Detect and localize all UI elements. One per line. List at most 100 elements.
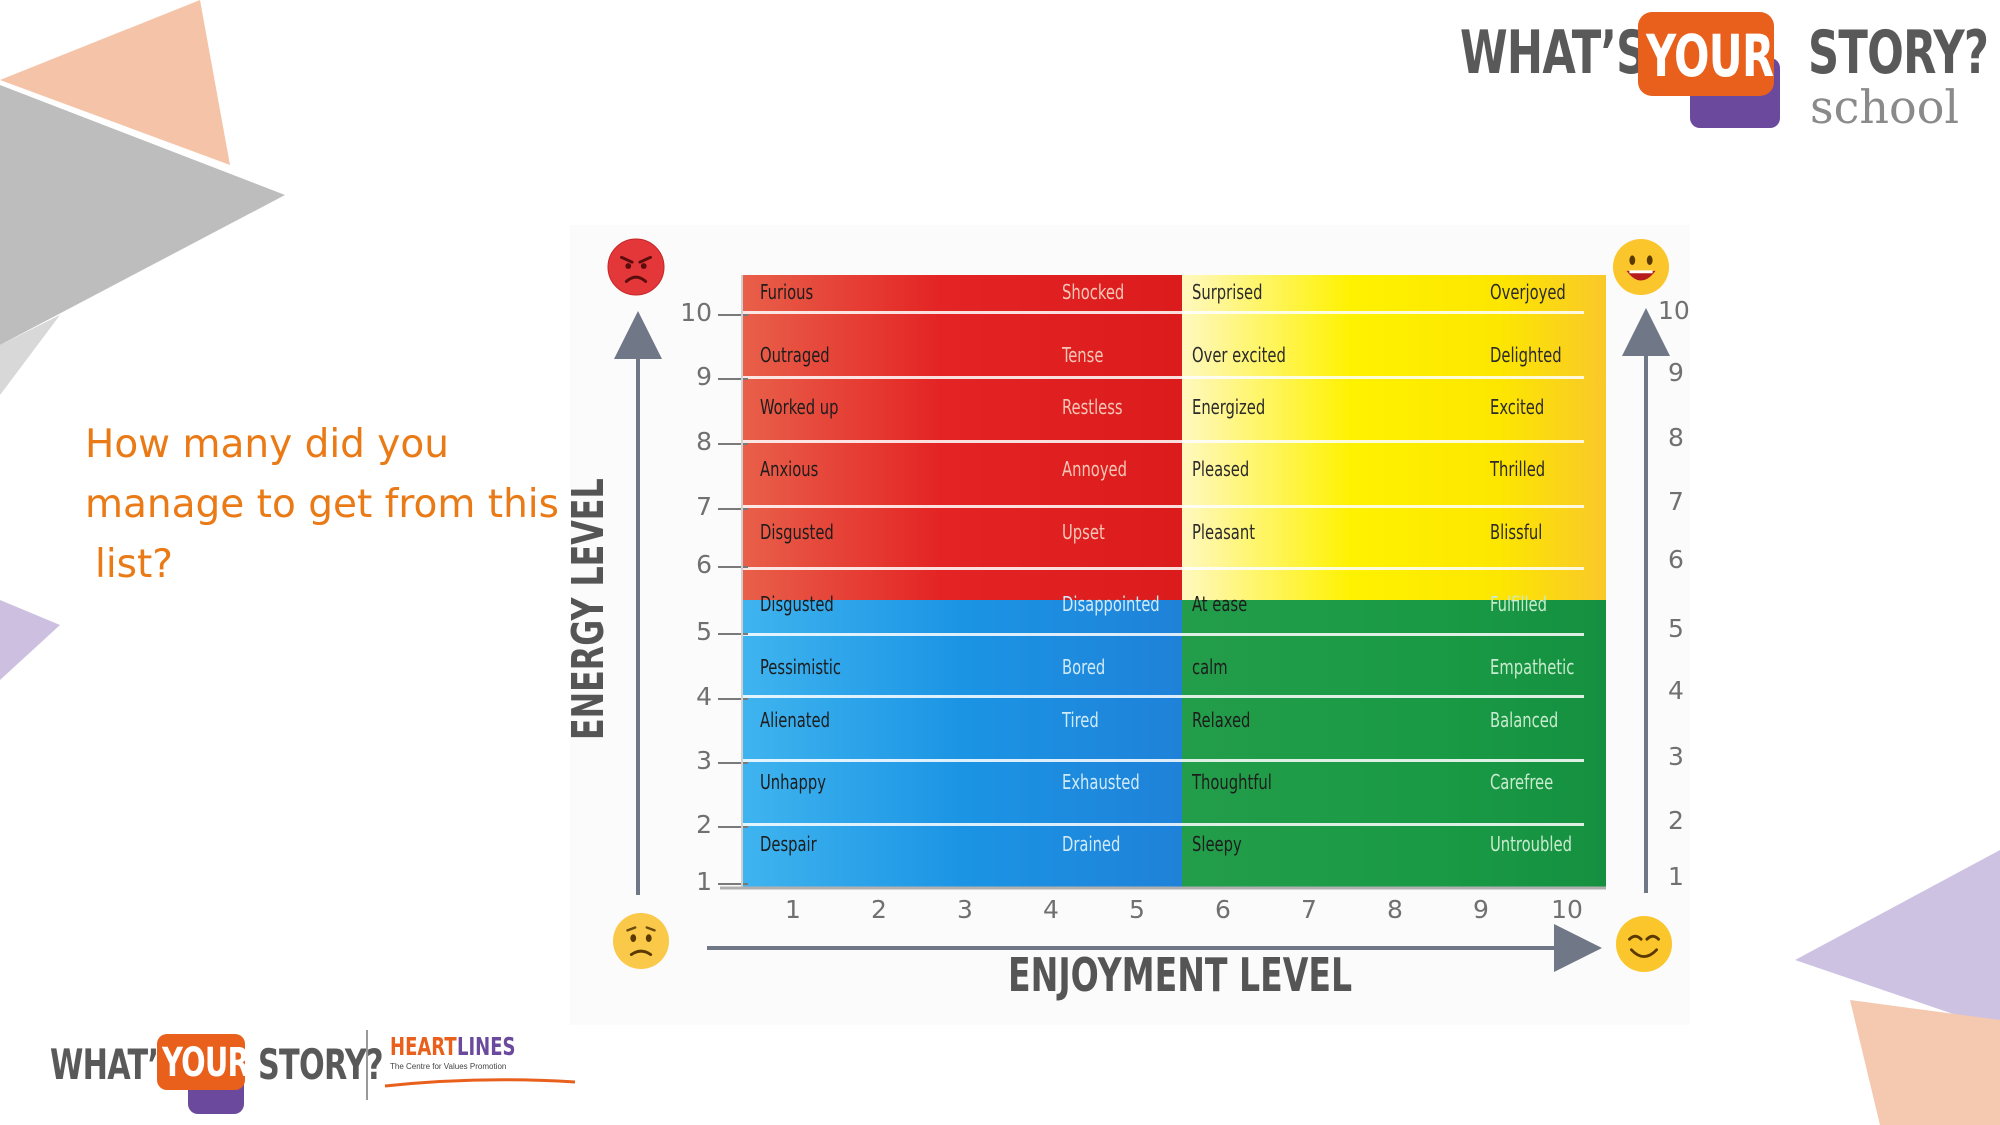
question-line-2: manage to get from this xyxy=(85,482,559,527)
quadrant-high-energy-high-enjoyment xyxy=(1182,275,1606,600)
emotion-label: Disgusted xyxy=(760,520,834,544)
emotion-label: Unhappy xyxy=(760,770,827,794)
emotion-label: Untroubled xyxy=(1490,832,1572,856)
question-line-1: How many did you xyxy=(85,422,449,467)
emotion-label: Sleepy xyxy=(1192,832,1242,856)
y-tick-label-left: 8 xyxy=(696,427,712,456)
emotion-label: Shocked xyxy=(1062,280,1125,304)
emotion-label: Blissful xyxy=(1490,520,1543,544)
y-tick-label-right: 5 xyxy=(1668,614,1684,643)
gridline xyxy=(742,311,1584,314)
emotion-label: Fulfilled xyxy=(1490,592,1548,616)
logo-bottom-word-story: STORY? xyxy=(258,1040,384,1089)
emotion-label: Upset xyxy=(1062,520,1105,544)
gridline xyxy=(742,759,1584,762)
y-tick-label-left: 7 xyxy=(696,492,712,521)
y-tick-label-left: 10 xyxy=(680,298,712,327)
emotion-label: Disappointed xyxy=(1062,592,1160,616)
gridline xyxy=(742,633,1584,636)
y-tick-mark xyxy=(718,633,748,635)
peach-triangle-top xyxy=(0,0,230,165)
x-tick-label: 8 xyxy=(1387,895,1403,924)
heartlines-word-heart: HEART xyxy=(390,1032,457,1061)
emotion-label: Furious xyxy=(760,280,814,304)
logo-divider xyxy=(366,1030,368,1100)
x-tick-label: 2 xyxy=(871,895,887,924)
gridline xyxy=(742,567,1584,570)
x-tick-label: 4 xyxy=(1043,895,1059,924)
y-tick-label-left: 9 xyxy=(696,362,712,391)
emotion-label: Outraged xyxy=(760,343,830,367)
emotion-label: calm xyxy=(1192,655,1228,679)
emotion-label: Relaxed xyxy=(1192,708,1251,732)
gridline xyxy=(742,695,1584,698)
x-tick-label: 7 xyxy=(1301,895,1317,924)
peach-triangle-bottom xyxy=(1850,1000,2000,1125)
lilac-triangle-right xyxy=(1795,850,2000,1030)
emotion-label: Tired xyxy=(1062,708,1099,732)
y-tick-label-right: 8 xyxy=(1668,423,1684,452)
y-tick-label-right: 6 xyxy=(1668,545,1684,574)
y-tick-label-right: 2 xyxy=(1668,806,1684,835)
emotion-label: Delighted xyxy=(1490,343,1562,367)
smiling-face-icon xyxy=(1615,915,1673,973)
emotion-label: Exhausted xyxy=(1062,770,1140,794)
grinning-face-icon xyxy=(1612,238,1670,296)
emotion-label: Bored xyxy=(1062,655,1106,679)
emotion-label: Pleased xyxy=(1192,457,1250,481)
emotion-label: Tense xyxy=(1062,343,1104,367)
emotion-label: Overjoyed xyxy=(1490,280,1566,304)
y-tick-mark xyxy=(718,566,748,568)
y-tick-mark xyxy=(718,762,748,764)
y-tick-mark xyxy=(718,826,748,828)
heartlines-tagline: The Centre for Values Promotion xyxy=(390,1062,507,1071)
y-tick-mark xyxy=(718,698,748,700)
y-tick-label-left: 2 xyxy=(696,810,712,839)
y-tick-label-left: 3 xyxy=(696,746,712,775)
x-tick-label: 5 xyxy=(1129,895,1145,924)
y-axis-label: ENERGY LEVEL xyxy=(563,478,614,740)
y-tick-label-right: 9 xyxy=(1668,358,1684,387)
emotion-label: Worked up xyxy=(760,395,839,419)
emotion-label: Alienated xyxy=(760,708,831,732)
heartlines-word-lines: LINES xyxy=(456,1032,516,1061)
emotion-label: Annoyed xyxy=(1062,457,1128,481)
grey-small-triangle xyxy=(0,315,60,395)
x-tick-label: 3 xyxy=(957,895,973,924)
emotion-label: Energized xyxy=(1192,395,1266,419)
logo-word-school: school xyxy=(1810,80,1960,134)
emotion-label: Surprised xyxy=(1192,280,1263,304)
emotion-label: Anxious xyxy=(760,457,819,481)
logo-bottom-bubble: YOUR xyxy=(157,1034,250,1090)
logo-word-story: STORY? xyxy=(1808,18,1989,88)
logo-bottom-word-your: YOUR xyxy=(162,1040,250,1086)
emotion-label: Excited xyxy=(1490,395,1545,419)
y-tick-label-right: 7 xyxy=(1668,487,1684,516)
heartlines-logo: HEARTLINES xyxy=(390,1032,538,1061)
emotion-label: Balanced xyxy=(1490,708,1559,732)
quadrant-low-energy-high-enjoyment xyxy=(1182,600,1606,888)
y-tick-mark xyxy=(718,378,748,380)
x-tick-label: 10 xyxy=(1551,895,1583,924)
sad-face-icon xyxy=(612,912,670,970)
emotion-label: Restless xyxy=(1062,395,1123,419)
emotion-label: At ease xyxy=(1192,592,1248,616)
emotion-label: Pleasant xyxy=(1192,520,1255,544)
emotion-label: Disgusted xyxy=(760,592,834,616)
angry-face-icon xyxy=(607,238,665,296)
grey-triangle xyxy=(0,85,285,345)
gridline xyxy=(742,505,1584,508)
y-tick-label-left: 6 xyxy=(696,550,712,579)
logo-word-whats: WHAT’S xyxy=(1460,18,1647,88)
y-tick-label-left: 1 xyxy=(696,867,712,896)
emotion-label: Pessimistic xyxy=(760,655,842,679)
y-tick-mark xyxy=(718,508,748,510)
gridline xyxy=(742,823,1584,826)
x-tick-label: 6 xyxy=(1215,895,1231,924)
quadrant-high-energy-low-enjoyment xyxy=(742,275,1182,600)
y-tick-label-right: 4 xyxy=(1668,676,1684,705)
lilac-triangle-left xyxy=(0,600,60,680)
emotion-label: Over excited xyxy=(1192,343,1286,367)
